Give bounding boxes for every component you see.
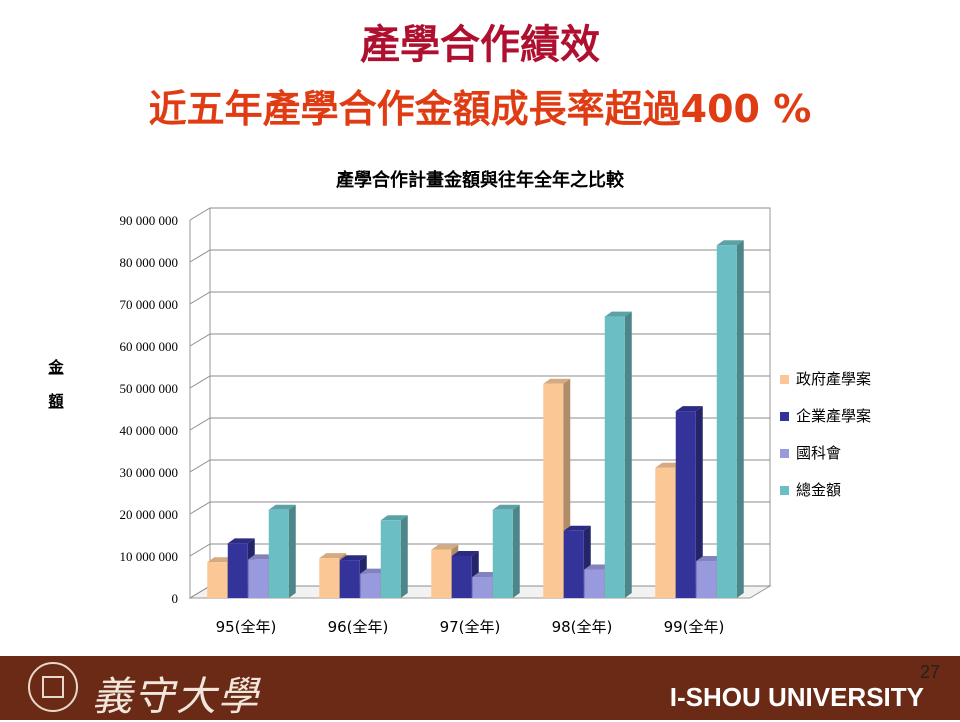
y-tick-label: 70 000 000 — [120, 297, 179, 312]
y-axis-label-char: 額 — [47, 392, 63, 410]
slide-subtitle: 近五年產學合作金額成長率超過400 % — [148, 87, 812, 131]
bar-top — [360, 568, 388, 574]
bar-top — [584, 564, 612, 570]
gridline — [189, 459, 770, 473]
bar — [655, 467, 676, 598]
bar-top — [268, 504, 296, 510]
gridline — [189, 333, 770, 347]
y-tick-label: 50 000 000 — [120, 381, 179, 396]
bar-top — [492, 504, 520, 510]
footer-bar: 義守大學 I-SHOU UNIVERSITY 27 — [0, 656, 960, 720]
slide-title: 產學合作績效 — [360, 22, 600, 68]
bar-chart: 產學合作計畫金額與往年全年之比較 0 10 000 000 20 000 000 30 … — [47, 169, 871, 636]
bar — [604, 316, 625, 598]
bar-top — [451, 551, 479, 556]
x-tick-label: 95(全年) — [216, 618, 277, 636]
y-tick-label: 60 000 000 — [120, 339, 179, 354]
bar-top — [380, 515, 408, 521]
bar-side — [400, 515, 408, 598]
bar — [716, 245, 737, 598]
bar-top — [207, 557, 235, 563]
bar — [675, 411, 696, 598]
gridline — [189, 417, 770, 431]
x-tick-label: 99(全年) — [664, 618, 725, 636]
bar-top — [604, 311, 632, 317]
bar-side — [288, 504, 296, 598]
legend-swatch — [780, 412, 789, 421]
bar-side — [695, 406, 703, 598]
bar — [268, 509, 289, 598]
legend-swatch — [780, 486, 789, 495]
y-axis-label-char: 金 — [47, 358, 64, 376]
bar — [248, 559, 269, 598]
x-tick-label: 98(全年) — [552, 618, 613, 636]
y-tick-label: 30 000 000 — [120, 465, 179, 480]
bar-top — [675, 406, 703, 412]
y-tick-label: 10 000 000 — [120, 549, 179, 564]
bar-top — [655, 462, 683, 468]
legend-label: 政府產學案 — [796, 370, 871, 388]
bar — [319, 558, 340, 598]
bar — [543, 383, 564, 598]
bar-top — [563, 525, 591, 531]
x-tick-label: 96(全年) — [328, 618, 389, 636]
y-tick-label: 90 000 000 — [120, 213, 179, 228]
bar-top — [227, 538, 255, 544]
y-tick-label: 0 — [172, 591, 179, 606]
legend-label: 總金額 — [796, 481, 841, 499]
bar — [451, 556, 472, 598]
legend-swatch — [780, 375, 789, 384]
x-tick-label: 97(全年) — [440, 618, 501, 636]
bar-top — [696, 556, 724, 562]
y-tick-label: 40 000 000 — [120, 423, 179, 438]
y-tick-label: 20 000 000 — [120, 507, 179, 522]
bar-top — [248, 554, 276, 560]
bar — [227, 543, 248, 598]
bar — [207, 562, 228, 598]
legend-label: 企業產學案 — [796, 407, 871, 425]
bar — [696, 561, 717, 598]
bar — [431, 549, 452, 598]
bar-top — [543, 378, 571, 384]
page-number: 27 — [919, 662, 940, 682]
gridline — [189, 501, 770, 515]
bar-top — [716, 240, 744, 246]
bar — [380, 520, 401, 598]
gridline — [189, 375, 770, 389]
bar-top — [319, 553, 347, 559]
university-logo-text: 義守大學 — [92, 674, 260, 720]
bar-side — [512, 504, 520, 598]
bar-top — [472, 572, 500, 577]
gridline — [189, 207, 770, 221]
bar-side — [624, 311, 632, 598]
bar — [360, 573, 381, 598]
bar — [472, 577, 493, 598]
chart-title: 產學合作計畫金額與往年全年之比較 — [336, 169, 625, 191]
bar — [492, 509, 513, 598]
university-name: I-SHOU UNIVERSITY — [669, 682, 924, 712]
bar-top — [431, 544, 459, 550]
bar — [563, 530, 584, 598]
university-seal-icon — [28, 662, 78, 712]
gridline — [189, 291, 770, 305]
legend-swatch — [780, 449, 789, 458]
y-tick-label: 80 000 000 — [120, 255, 179, 270]
bar — [339, 560, 360, 598]
bar-side — [736, 240, 744, 598]
bar — [584, 569, 605, 598]
legend-label: 國科會 — [796, 444, 841, 462]
gridline — [189, 249, 770, 263]
bar-top — [339, 555, 367, 561]
